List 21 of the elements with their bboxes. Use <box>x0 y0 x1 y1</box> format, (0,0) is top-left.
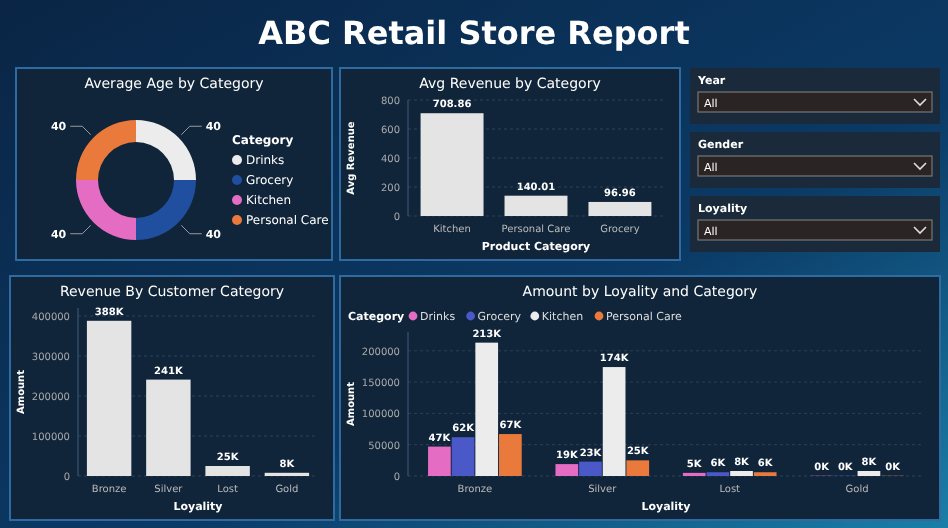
donut-slice <box>76 180 136 240</box>
bar <box>588 201 652 216</box>
bar <box>499 434 522 476</box>
text: ABC Retail Store Report <box>258 14 691 52</box>
bar <box>602 367 626 476</box>
bar <box>428 446 451 476</box>
bar <box>205 466 250 476</box>
bar <box>420 113 484 216</box>
bar <box>451 437 475 476</box>
bar <box>504 195 568 216</box>
bar <box>475 342 499 476</box>
bar <box>146 379 191 476</box>
donut-slice <box>136 120 196 180</box>
bar <box>86 320 132 476</box>
donut-slice <box>136 180 196 240</box>
bar <box>626 460 650 476</box>
bar <box>730 470 753 476</box>
bar <box>579 461 602 476</box>
donut-slice <box>76 120 136 180</box>
bar <box>857 470 881 476</box>
bar <box>555 464 579 476</box>
